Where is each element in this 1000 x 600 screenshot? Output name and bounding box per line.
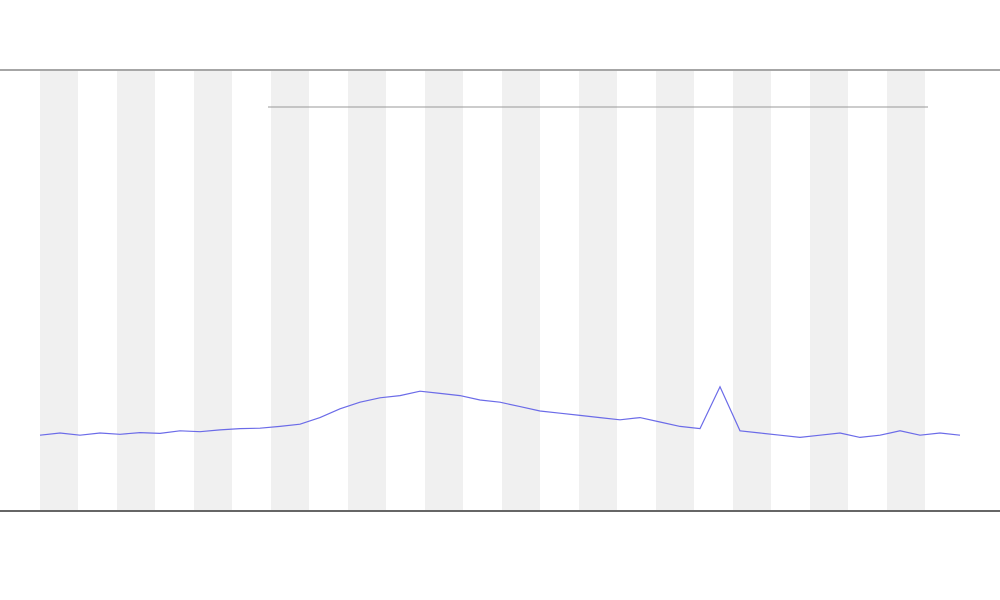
band <box>425 71 463 510</box>
band <box>579 71 617 510</box>
band <box>502 71 540 510</box>
band <box>887 71 925 510</box>
data-line <box>39 385 961 439</box>
band <box>348 71 386 510</box>
band <box>194 71 232 510</box>
band <box>810 71 848 510</box>
band <box>40 71 78 510</box>
band <box>733 71 771 510</box>
band <box>117 71 155 510</box>
band <box>656 71 694 510</box>
background-bands <box>40 71 925 510</box>
band <box>271 71 309 510</box>
